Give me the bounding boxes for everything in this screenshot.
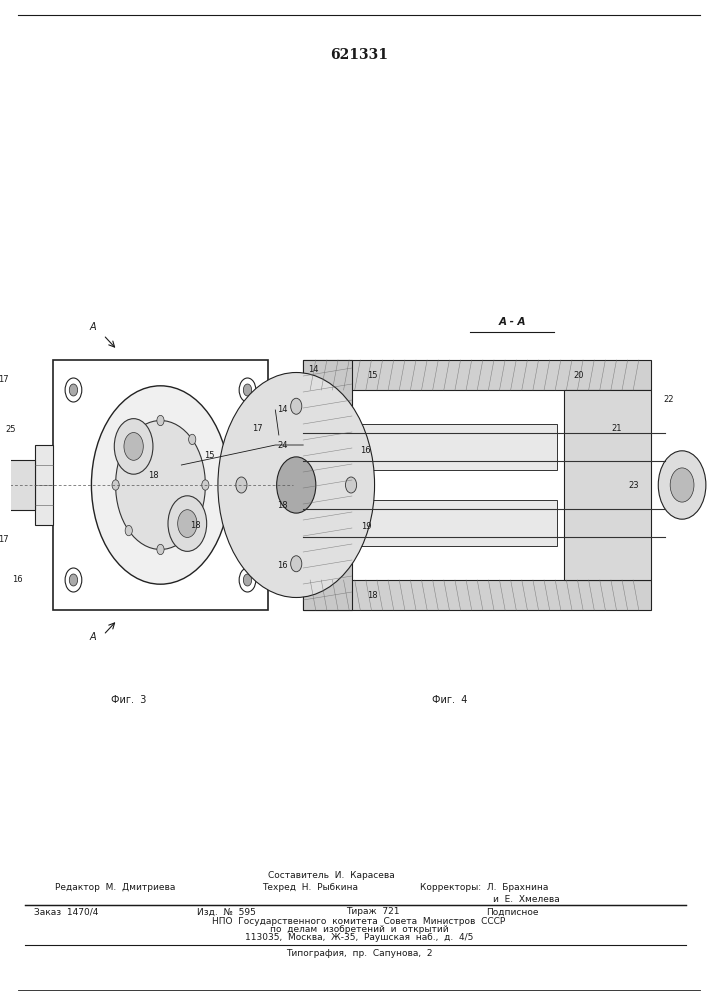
Circle shape <box>670 468 694 502</box>
Bar <box>359 424 557 470</box>
Circle shape <box>291 398 302 414</box>
Circle shape <box>65 568 82 592</box>
Text: Составитель  И.  Карасева: Составитель И. Карасева <box>268 870 395 880</box>
Text: 23: 23 <box>629 481 639 489</box>
Text: НПО  Государственного  комитета  Совета  Министров  СССР: НПО Государственного комитета Совета Мин… <box>212 916 506 926</box>
Text: 16: 16 <box>361 446 371 455</box>
Text: Техред  Н.  Рыбкина: Техред Н. Рыбкина <box>262 884 358 892</box>
Text: Типография,  пр.  Сапунова,  2: Типография, пр. Сапунова, 2 <box>286 948 432 958</box>
Text: 20: 20 <box>573 370 583 379</box>
Circle shape <box>157 415 164 426</box>
Text: 17: 17 <box>0 536 9 544</box>
Bar <box>303 360 651 390</box>
Text: 24: 24 <box>277 440 288 450</box>
Text: 18: 18 <box>368 590 378 599</box>
Circle shape <box>157 544 164 555</box>
Circle shape <box>218 372 375 597</box>
Text: 113035,  Москва,  Ж-35,  Раушская  наб.,  д.  4/5: 113035, Москва, Ж-35, Раушская наб., д. … <box>245 932 473 942</box>
Text: Фиг.  3: Фиг. 3 <box>112 695 147 705</box>
Text: А: А <box>90 632 96 642</box>
Bar <box>303 580 651 610</box>
Circle shape <box>658 451 706 519</box>
Circle shape <box>239 378 256 402</box>
Circle shape <box>276 457 316 513</box>
Text: Подписное: Подписное <box>486 908 538 916</box>
Circle shape <box>69 384 78 396</box>
Text: Фиг.  4: Фиг. 4 <box>432 695 467 705</box>
Circle shape <box>291 556 302 572</box>
Circle shape <box>177 510 197 537</box>
Text: 21: 21 <box>612 424 621 433</box>
Circle shape <box>189 525 196 536</box>
Text: Корректоры:  Л.  Брахнина: Корректоры: Л. Брахнина <box>420 884 549 892</box>
Text: по  делам  изобретений  и  открытий: по делам изобретений и открытий <box>269 924 448 934</box>
Text: 15: 15 <box>368 370 378 379</box>
Text: 19: 19 <box>361 522 371 531</box>
Text: 22: 22 <box>663 395 674 404</box>
Circle shape <box>112 480 119 490</box>
Circle shape <box>125 434 132 445</box>
Text: 14: 14 <box>308 365 319 374</box>
Circle shape <box>115 419 153 474</box>
Text: и  Е.  Хмелева: и Е. Хмелева <box>493 894 559 904</box>
Circle shape <box>168 496 206 551</box>
Bar <box>35 445 52 525</box>
Text: 16: 16 <box>13 575 23 584</box>
Circle shape <box>243 384 252 396</box>
Text: Изд.  №  595: Изд. № 595 <box>197 908 256 916</box>
Circle shape <box>69 574 78 586</box>
Circle shape <box>236 477 247 493</box>
Text: 18: 18 <box>277 500 288 510</box>
Circle shape <box>346 477 356 493</box>
Bar <box>303 360 352 610</box>
Bar <box>52 360 269 610</box>
Text: Заказ  1470/4: Заказ 1470/4 <box>35 908 99 916</box>
Circle shape <box>243 574 252 586</box>
Text: 25: 25 <box>6 425 16 434</box>
Text: 16: 16 <box>277 560 288 570</box>
Text: Тираж  721: Тираж 721 <box>346 908 399 916</box>
Text: Редактор  М.  Дмитриева: Редактор М. Дмитриева <box>55 884 175 892</box>
Bar <box>7 460 35 510</box>
Text: А - А: А - А <box>498 317 526 327</box>
Text: 14: 14 <box>277 406 288 414</box>
Bar <box>269 450 286 520</box>
Circle shape <box>91 386 230 584</box>
Bar <box>564 390 651 580</box>
Text: 621331: 621331 <box>330 48 388 62</box>
Circle shape <box>189 434 196 445</box>
Circle shape <box>125 525 132 536</box>
Text: 18: 18 <box>148 471 159 480</box>
Circle shape <box>239 568 256 592</box>
Text: 15: 15 <box>204 450 214 460</box>
Circle shape <box>65 378 82 402</box>
Text: 18: 18 <box>190 520 201 529</box>
Circle shape <box>124 433 144 460</box>
Text: А: А <box>90 322 96 332</box>
Circle shape <box>201 480 209 490</box>
Text: 17: 17 <box>252 424 262 433</box>
Text: 17: 17 <box>0 375 9 384</box>
Bar <box>359 500 557 546</box>
Circle shape <box>115 421 205 549</box>
